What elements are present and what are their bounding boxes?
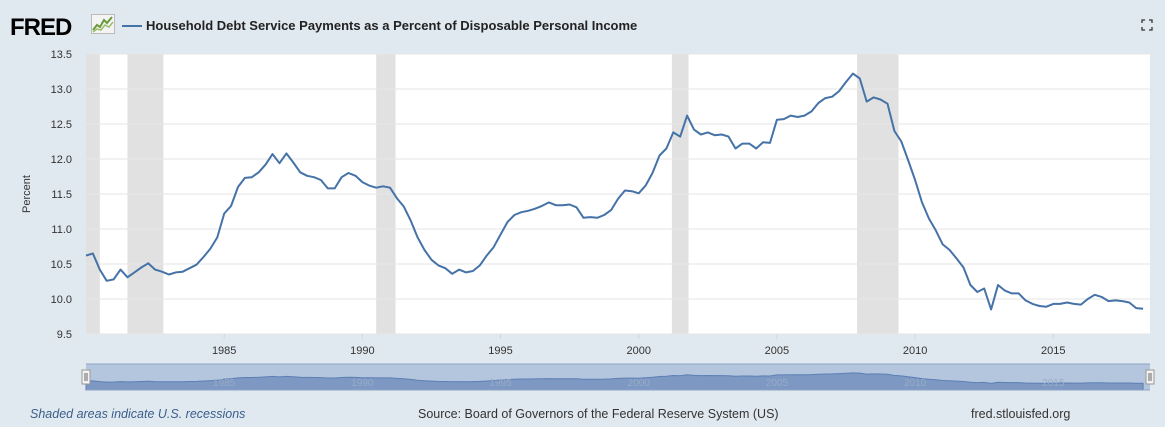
- x-tick-label: 2005: [765, 345, 789, 357]
- y-tick-label: 9.5: [57, 329, 72, 341]
- series-line: [85, 72, 1144, 311]
- x-tick-label: 2010: [903, 345, 927, 357]
- chart-header: FRED Household Debt Service Payments as …: [0, 0, 1165, 50]
- y-tick-label: 13.5: [51, 49, 72, 61]
- y-tick-label: 10.0: [51, 294, 72, 306]
- source-note: Source: Board of Governors of the Federa…: [418, 407, 779, 421]
- x-tick-label: 1985: [212, 345, 236, 357]
- navigator-tick-label: 1985: [213, 378, 236, 389]
- navigator-handle-right[interactable]: [1145, 369, 1155, 385]
- chart-title: Household Debt Service Payments as a Per…: [146, 18, 638, 33]
- legend-line: [122, 25, 142, 27]
- fred-chart-icon: [91, 14, 115, 34]
- navigator-tick-label: 2005: [766, 378, 789, 389]
- x-tick-label: 2015: [1041, 345, 1065, 357]
- navigator-tick-label: 2010: [904, 378, 927, 389]
- fred-logo[interactable]: FRED: [10, 14, 72, 41]
- y-tick-label: 10.5: [51, 259, 72, 271]
- x-tick-label: 1990: [350, 345, 374, 357]
- y-tick-label: 12.0: [51, 154, 72, 166]
- site-link[interactable]: fred.stlouisfed.org: [971, 407, 1071, 421]
- y-tick-label: 11.0: [51, 224, 72, 236]
- expand-icon[interactable]: [1141, 19, 1153, 31]
- y-axis-label: Percent: [21, 175, 33, 213]
- y-tick-label: 11.5: [51, 189, 72, 201]
- navigator-series: [85, 372, 1144, 391]
- x-tick-label: 2000: [626, 345, 650, 357]
- navigator-tick-label: 2000: [628, 378, 651, 389]
- navigator-handle-left[interactable]: [81, 369, 91, 385]
- x-tick-label: 1995: [488, 345, 512, 357]
- navigator-tick-label: 1995: [489, 378, 512, 389]
- navigator-tick-label: 1990: [351, 378, 374, 389]
- y-tick-label: 13.0: [51, 84, 72, 96]
- navigator-tick-label: 2015: [1042, 378, 1065, 389]
- y-tick-label: 12.5: [51, 119, 72, 131]
- recession-note: Shaded areas indicate U.S. recessions: [30, 407, 246, 421]
